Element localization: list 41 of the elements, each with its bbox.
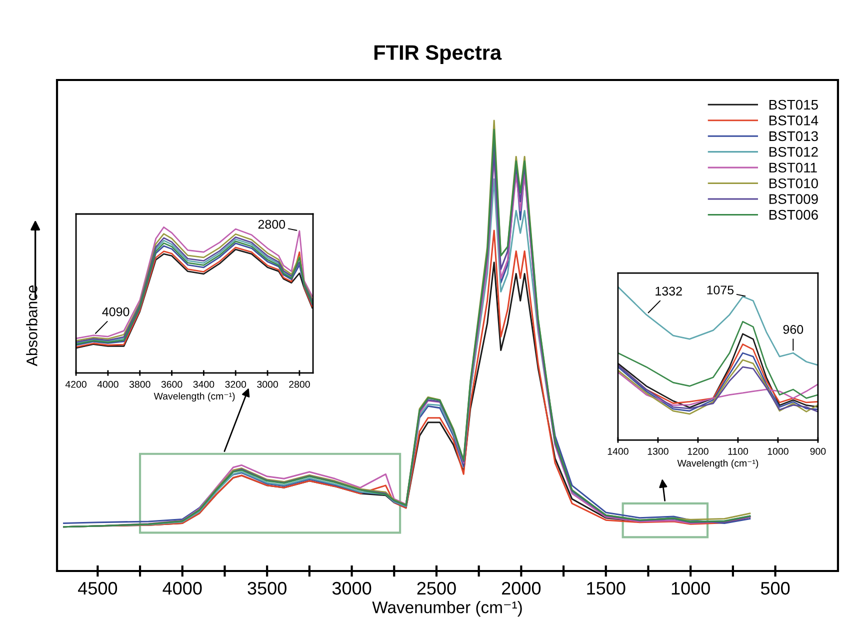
x-tick-label: 4200 [65,380,86,388]
annotation: 1332 [656,286,682,296]
x-tick-label: 3400 [193,380,214,388]
annotation: 960 [783,325,804,334]
legend-label: BST011 [769,162,817,173]
x-tick-label: 4000 [162,582,202,595]
legend-label: BST015 [769,100,818,110]
x-tick-label: 1300 [648,448,668,455]
legend-label: BST006 [769,210,818,220]
x-tick-label: 3200 [225,380,246,388]
x-tick-label: 3000 [332,582,372,595]
x-tick-label: 3500 [248,582,286,595]
legend-label: BST010 [769,178,818,188]
x-axis-title: Wavelength (cm⁻¹) [677,459,758,469]
legend-label: BST014 [769,116,818,126]
x-tick-label: 1200 [688,448,708,455]
x-tick-label: 3000 [257,380,278,388]
annotation: 1075 [707,286,734,294]
legend-label: BST013 [769,131,818,142]
annotation: 2800 [258,220,286,229]
legend-label: BST012 [769,146,818,157]
x-tick-label: 1000 [672,582,710,595]
y-axis-title: Absorbance [26,285,38,366]
x-axis-title: Wavenumber (cm⁻¹) [372,601,522,617]
x-tick-label: 500 [760,582,790,595]
x-tick-label: 1000 [768,448,788,455]
x-tick-label: 4000 [97,380,118,388]
x-tick-label: 4500 [78,582,118,595]
legend-label: BST009 [769,194,818,204]
x-tick-label: 3600 [161,380,182,388]
x-tick-label: 3800 [129,380,150,388]
x-tick-label: 1100 [728,448,748,455]
x-tick-label: 900 [810,448,826,455]
x-tick-label: 1400 [608,448,628,455]
x-axis-title: Wavelength (cm⁻¹) [154,392,235,402]
x-tick-label: 1500 [587,582,626,595]
x-tick-label: 2500 [417,582,456,595]
x-tick-label: 2800 [289,380,310,388]
chart-title: FTIR Spectra [374,45,502,64]
annotation: 4090 [102,307,130,316]
x-tick-label: 2000 [502,582,541,595]
